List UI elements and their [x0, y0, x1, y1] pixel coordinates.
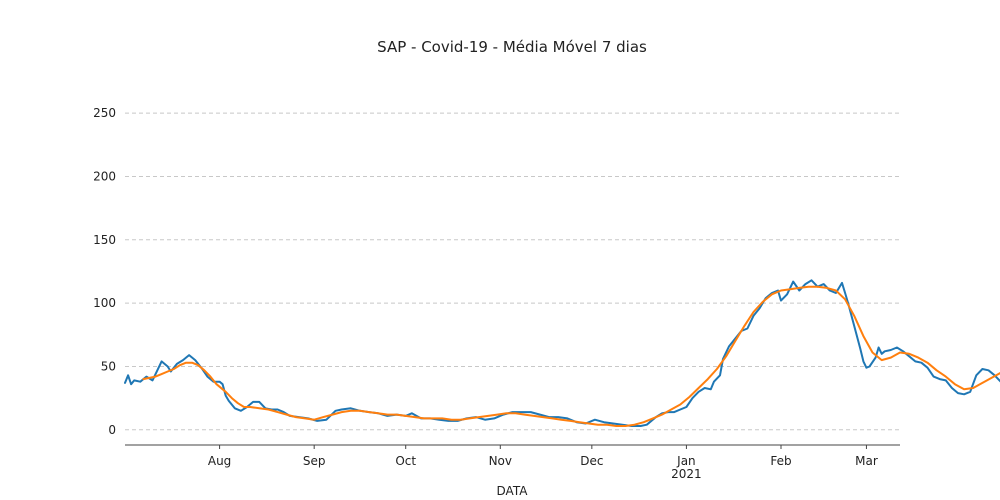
x-tick-label: Aug [208, 454, 231, 468]
x-tick-label: Feb [770, 454, 791, 468]
x-tick-label: Sep [303, 454, 326, 468]
series-lines [124, 279, 1000, 427]
x-tick-label: Nov [489, 454, 512, 468]
y-tick-label: 50 [101, 359, 116, 373]
y-tick-label: 150 [93, 233, 116, 247]
gridlines [125, 112, 900, 431]
x-tick-year-label: 2021 [671, 467, 702, 481]
y-tick-label: 0 [108, 423, 116, 437]
y-axis-ticks: 0 50 100 150 200 250 [93, 106, 116, 437]
series-line-0 [124, 279, 1000, 427]
y-tick-label: 250 [93, 106, 116, 120]
x-tick-label: Jan [676, 454, 696, 468]
x-axis-label: DATA [497, 484, 529, 498]
x-tick-label: Dec [580, 454, 603, 468]
x-tick-label: Oct [395, 454, 416, 468]
y-tick-label: 100 [93, 296, 116, 310]
chart-title: SAP - Covid-19 - Média Móvel 7 dias [377, 38, 647, 56]
x-tick-label: Mar [855, 454, 878, 468]
y-tick-label: 200 [93, 169, 116, 183]
series-line-1 [142, 285, 1000, 427]
